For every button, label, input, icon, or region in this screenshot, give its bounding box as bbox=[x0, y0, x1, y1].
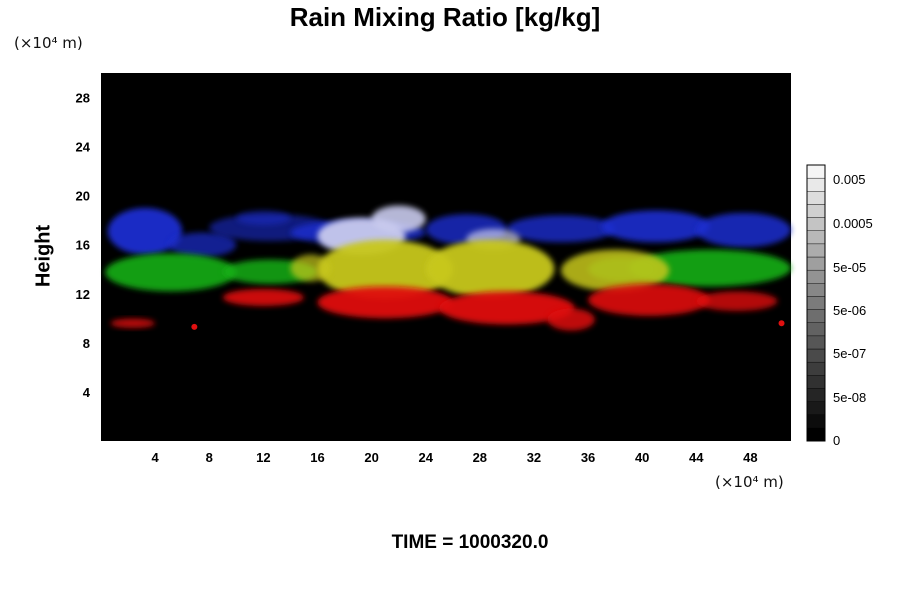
rain-cell bbox=[425, 239, 555, 298]
x-tick-label: 32 bbox=[527, 450, 541, 465]
y-tick-label: 20 bbox=[76, 189, 90, 204]
x-tick-label: 8 bbox=[206, 450, 213, 465]
colorbar-label: 5e-06 bbox=[833, 303, 866, 318]
colorbar-level bbox=[806, 388, 826, 402]
rain-cell bbox=[168, 232, 237, 257]
rain-cell bbox=[439, 291, 575, 325]
y-tick-label: 24 bbox=[76, 140, 91, 155]
y-axis-ticks: 4 8 12 16 20 24 28 bbox=[76, 91, 91, 400]
colorbar-label: 0 bbox=[833, 433, 840, 448]
colorbar-label: 5e-07 bbox=[833, 346, 866, 361]
rain-cell bbox=[317, 239, 453, 299]
colorbar-level bbox=[806, 375, 826, 389]
y-tick-label: 28 bbox=[76, 91, 90, 106]
rain-cell bbox=[191, 323, 198, 330]
rain-cell bbox=[110, 318, 156, 329]
rain-cell bbox=[628, 249, 791, 287]
rain-cell bbox=[588, 283, 710, 316]
y-axis-unit: (×10⁴ m) bbox=[14, 34, 83, 52]
colorbar-level bbox=[806, 191, 826, 205]
colorbar-level bbox=[806, 230, 826, 245]
rain-cell bbox=[236, 210, 291, 226]
colorbar-level bbox=[806, 401, 826, 415]
x-tick-label: 12 bbox=[256, 450, 270, 465]
x-tick-label: 48 bbox=[743, 450, 757, 465]
colorbar-level bbox=[806, 335, 826, 350]
colorbar-level bbox=[806, 322, 826, 337]
x-axis-ticks: 4 8 12 16 20 24 28 32 36 40 44 48 bbox=[152, 450, 758, 465]
rain-cell bbox=[778, 320, 785, 327]
x-tick-label: 24 bbox=[418, 450, 433, 465]
rain-cell bbox=[317, 286, 453, 319]
x-tick-label: 16 bbox=[310, 450, 324, 465]
colorbar-level bbox=[806, 177, 826, 192]
y-tick-label: 4 bbox=[83, 385, 91, 400]
chart-title: Rain Mixing Ratio [kg/kg] bbox=[289, 2, 601, 32]
x-tick-label: 28 bbox=[473, 450, 487, 465]
colorbar-level bbox=[806, 256, 826, 271]
colorbar-level bbox=[806, 269, 826, 284]
rain-cell bbox=[371, 205, 426, 233]
rain-cell bbox=[290, 254, 331, 282]
y-tick-label: 16 bbox=[76, 238, 90, 253]
colorbar-level bbox=[806, 164, 826, 179]
x-tick-label: 40 bbox=[635, 450, 649, 465]
rain-cell bbox=[696, 212, 791, 248]
colorbar-label: 0.005 bbox=[833, 172, 866, 187]
time-label: TIME = 1000320.0 bbox=[391, 532, 549, 553]
y-tick-label: 12 bbox=[76, 287, 90, 302]
rain-cell bbox=[547, 308, 595, 331]
colorbar-level bbox=[806, 361, 826, 376]
colorbar-frame bbox=[806, 164, 826, 442]
rain-cell bbox=[222, 288, 304, 307]
colorbar-level bbox=[806, 296, 826, 310]
rain-cell bbox=[506, 215, 616, 243]
colorbar-label: 0.0005 bbox=[833, 216, 873, 231]
rain-cell bbox=[107, 207, 183, 255]
colorbar-label: 5e-08 bbox=[833, 390, 866, 405]
colorbar-level bbox=[806, 427, 826, 442]
rain-cell bbox=[105, 253, 237, 292]
colorbar-level bbox=[806, 243, 826, 258]
x-tick-label: 44 bbox=[689, 450, 704, 465]
rain-cell bbox=[601, 210, 710, 243]
y-tick-label: 8 bbox=[83, 336, 90, 351]
rain-cell bbox=[561, 249, 670, 292]
x-tick-label: 36 bbox=[581, 450, 595, 465]
colorbar-level bbox=[806, 204, 826, 218]
x-axis-unit: (×10⁴ m) bbox=[715, 473, 784, 491]
rain-field bbox=[105, 205, 791, 331]
colorbar-level bbox=[806, 217, 826, 231]
colorbar-label: 5e-05 bbox=[833, 260, 866, 275]
colorbar-level bbox=[806, 309, 826, 323]
colorbar-level bbox=[806, 414, 826, 429]
x-tick-label: 4 bbox=[152, 450, 160, 465]
colorbar-level bbox=[806, 348, 826, 363]
colorbar: 0.005 0.0005 5e-05 5e-06 5e-07 5e-08 0 bbox=[806, 164, 873, 448]
x-tick-label: 20 bbox=[364, 450, 378, 465]
rain-cell bbox=[696, 291, 778, 311]
colorbar-level bbox=[806, 283, 826, 297]
